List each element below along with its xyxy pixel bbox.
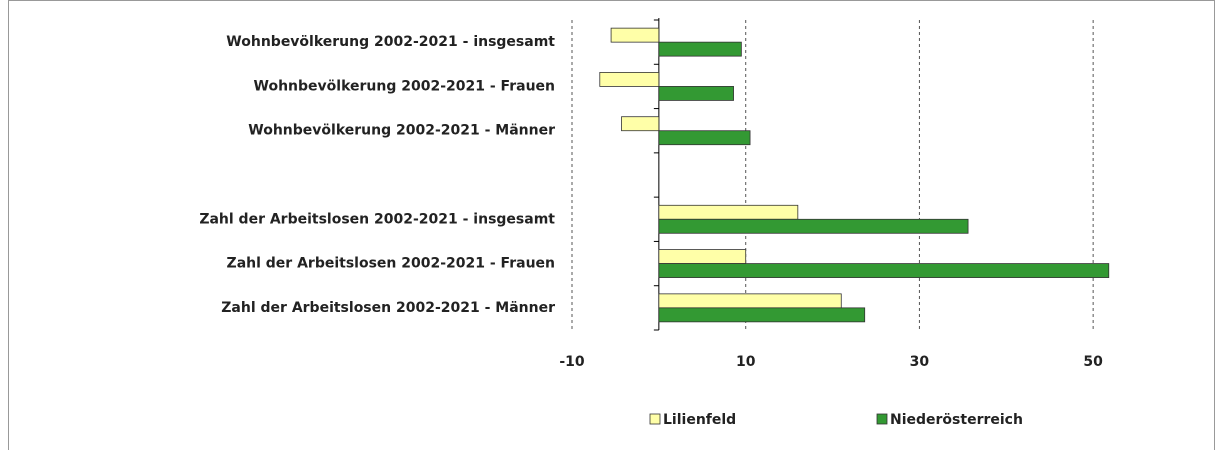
frame xyxy=(8,0,1215,450)
bar xyxy=(658,263,1110,278)
y-tick-label: Wohnbevölkerung 2002-2021 - insgesamt xyxy=(226,34,555,50)
x-tick-label: 30 xyxy=(910,354,930,370)
bar xyxy=(599,72,660,87)
y-tick-label: Wohnbevölkerung 2002-2021 - Männer xyxy=(248,123,555,139)
bar xyxy=(658,293,842,309)
legend-label: Lilienfeld xyxy=(663,412,736,428)
y-tick-label: Zahl der Arbeitslosen 2002-2021 - insges… xyxy=(199,211,555,227)
legend-swatch xyxy=(876,413,888,425)
bar xyxy=(658,218,969,234)
bar xyxy=(658,130,751,146)
bar xyxy=(658,204,799,220)
bar xyxy=(658,41,742,57)
x-tick-label: 10 xyxy=(736,354,756,370)
bar xyxy=(658,307,866,323)
y-tick-label: Zahl der Arbeitslosen 2002-2021 - Frauen xyxy=(227,256,555,272)
x-tick-label: -10 xyxy=(559,354,585,370)
x-tick-label: 50 xyxy=(1083,354,1103,370)
bar xyxy=(610,27,660,43)
legend-label: Niederösterreich xyxy=(890,412,1023,428)
legend-swatch xyxy=(649,413,661,425)
bar xyxy=(621,116,660,132)
bar xyxy=(658,249,747,264)
bar xyxy=(658,86,734,101)
y-tick-label: Wohnbevölkerung 2002-2021 - Frauen xyxy=(254,78,555,94)
y-tick-label: Zahl der Arbeitslosen 2002-2021 - Männer xyxy=(221,300,555,316)
